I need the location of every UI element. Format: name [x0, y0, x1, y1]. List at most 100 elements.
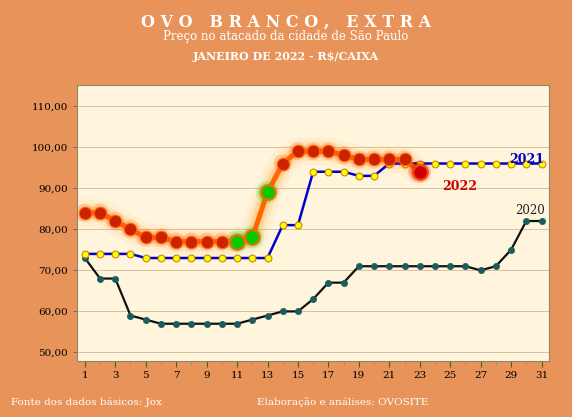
Point	[278, 160, 287, 167]
Point	[111, 218, 120, 224]
Point	[385, 160, 394, 167]
Point	[400, 156, 409, 163]
Point	[370, 173, 379, 179]
Point	[293, 222, 303, 229]
Point	[141, 255, 150, 261]
Point	[339, 279, 348, 286]
Point	[141, 234, 150, 241]
Point	[187, 238, 196, 245]
Point	[217, 238, 227, 245]
Point	[293, 148, 303, 155]
Point	[324, 168, 333, 175]
Point	[446, 263, 455, 269]
Point	[385, 156, 394, 163]
Point	[430, 263, 439, 269]
Point	[415, 160, 424, 167]
Point	[126, 226, 135, 233]
Point	[96, 275, 105, 282]
Text: 2021: 2021	[510, 153, 545, 166]
Point	[126, 226, 135, 233]
Point	[537, 160, 546, 167]
Text: JANEIRO DE 2022 - R$/CAIXA: JANEIRO DE 2022 - R$/CAIXA	[193, 51, 379, 62]
Point	[308, 148, 317, 155]
Point	[308, 296, 317, 302]
Point	[278, 160, 287, 167]
Point	[248, 234, 257, 241]
Point	[522, 160, 531, 167]
Point	[156, 320, 165, 327]
Point	[506, 246, 515, 253]
Point	[156, 234, 165, 241]
Point	[491, 263, 500, 269]
Point	[202, 238, 211, 245]
Point	[278, 222, 287, 229]
Point	[232, 238, 241, 245]
Point	[354, 263, 363, 269]
Point	[461, 263, 470, 269]
Point	[354, 156, 363, 163]
Text: Fonte dos dados básicos: Jox: Fonte dos dados básicos: Jox	[11, 398, 162, 407]
Point	[324, 279, 333, 286]
Point	[415, 168, 424, 175]
Point	[263, 189, 272, 196]
Point	[370, 156, 379, 163]
Point	[476, 267, 485, 274]
Point	[156, 255, 165, 261]
Point	[324, 148, 333, 155]
Point	[522, 218, 531, 224]
Point	[324, 148, 333, 155]
Point	[111, 218, 120, 224]
Point	[187, 255, 196, 261]
Point	[141, 234, 150, 241]
Point	[400, 263, 409, 269]
Point	[172, 238, 181, 245]
Point	[400, 156, 409, 163]
Point	[96, 251, 105, 257]
Point	[339, 152, 348, 158]
Point	[217, 320, 227, 327]
Point	[232, 320, 241, 327]
Text: O V O   B R A N C O ,   E X T R A: O V O B R A N C O , E X T R A	[141, 13, 431, 30]
Point	[172, 255, 181, 261]
Point	[293, 308, 303, 315]
Point	[248, 255, 257, 261]
Point	[415, 168, 424, 175]
Point	[141, 316, 150, 323]
Point	[248, 234, 257, 241]
Text: Elaboração e análises: OVOSITE: Elaboração e análises: OVOSITE	[257, 397, 429, 407]
Point	[430, 160, 439, 167]
Point	[370, 263, 379, 269]
Point	[263, 312, 272, 319]
Point	[293, 148, 303, 155]
Point	[126, 251, 135, 257]
Point	[172, 238, 181, 245]
Point	[96, 209, 105, 216]
Point	[278, 308, 287, 315]
Point	[156, 234, 165, 241]
Point	[172, 320, 181, 327]
Point	[111, 275, 120, 282]
Point	[446, 160, 455, 167]
Text: Preço no atacado da cidade de São Paulo: Preço no atacado da cidade de São Paulo	[164, 30, 408, 43]
Point	[202, 320, 211, 327]
Point	[476, 160, 485, 167]
Point	[415, 168, 424, 175]
Point	[354, 173, 363, 179]
Point	[217, 255, 227, 261]
Point	[385, 263, 394, 269]
Point	[232, 255, 241, 261]
Point	[339, 168, 348, 175]
Point	[202, 255, 211, 261]
Point	[80, 255, 89, 261]
Point	[415, 263, 424, 269]
Point	[96, 209, 105, 216]
Point	[385, 156, 394, 163]
Point	[217, 238, 227, 245]
Point	[248, 316, 257, 323]
Point	[232, 238, 241, 245]
Point	[370, 156, 379, 163]
Point	[80, 209, 89, 216]
Point	[202, 238, 211, 245]
Text: 2020: 2020	[515, 204, 545, 217]
Point	[400, 160, 409, 167]
